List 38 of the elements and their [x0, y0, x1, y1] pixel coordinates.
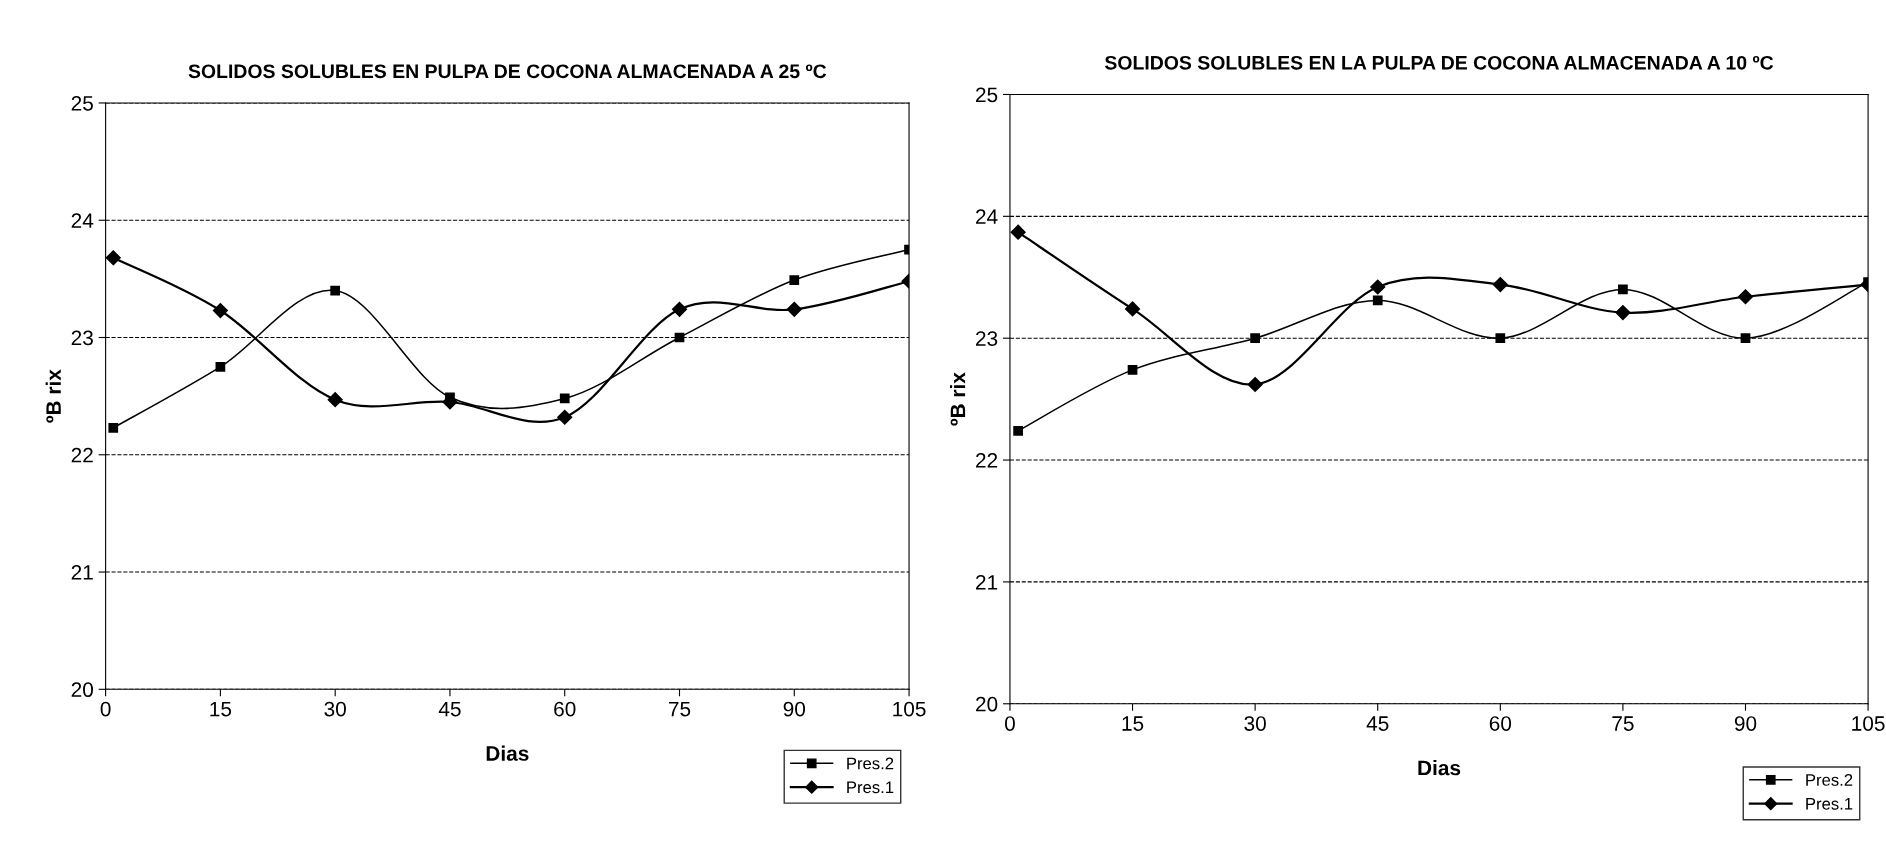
y-tick-label: 25 [71, 95, 93, 111]
x-tick-label: 75 [668, 701, 691, 717]
legend-label: Pres.2 [1806, 774, 1853, 786]
y-tick-label: 25 [976, 87, 998, 103]
y-tick-label: 24 [71, 213, 94, 228]
x-tick-label: 30 [1244, 716, 1266, 731]
x-tick-label: 15 [210, 701, 232, 717]
y-axis-title: ºB rix [950, 372, 966, 426]
chart-title: SOLIDOS SOLUBLES EN PULPA DE COCONA ALMACENADA A 25 ºC [188, 64, 827, 79]
x-tick-label: 0 [1004, 716, 1015, 731]
x-tick-label: 0 [100, 701, 111, 717]
x-tick-label: 60 [1489, 716, 1512, 731]
x-tick-label: 90 [783, 701, 806, 717]
x-tick-label: 105 [893, 701, 926, 717]
legend-label: Pres.1 [847, 781, 894, 794]
y-tick-label: 23 [71, 330, 93, 346]
y-axis-title: ºB rix [45, 369, 61, 423]
x-tick-label: 30 [324, 701, 346, 717]
x-axis-title: Dias [486, 745, 529, 761]
x-tick-label: 45 [1366, 716, 1389, 731]
x-tick-label: 105 [1852, 716, 1885, 731]
x-tick-label: 75 [1612, 716, 1634, 731]
x-tick-label: 45 [438, 701, 461, 717]
y-tick-label: 20 [976, 696, 998, 712]
y-tick-label: 24 [976, 209, 998, 224]
y-tick-label: 23 [976, 331, 998, 346]
y-tick-label: 22 [976, 453, 998, 468]
y-tick-label: 22 [71, 447, 93, 463]
y-tick-label: 20 [71, 682, 93, 698]
legend-label: Pres.1 [1806, 798, 1853, 810]
y-tick-label: 21 [71, 565, 93, 580]
legend-label: Pres.2 [847, 757, 894, 770]
x-tick-label: 90 [1734, 716, 1757, 731]
chart-title: SOLIDOS SOLUBLES EN LA PULPA DE COCONA ALMACENADA A 10 ºC [1104, 55, 1774, 70]
y-tick-label: 21 [976, 574, 998, 590]
x-tick-label: 60 [554, 701, 576, 717]
x-axis-title: Dias [1418, 760, 1461, 776]
x-tick-label: 15 [1122, 716, 1144, 731]
